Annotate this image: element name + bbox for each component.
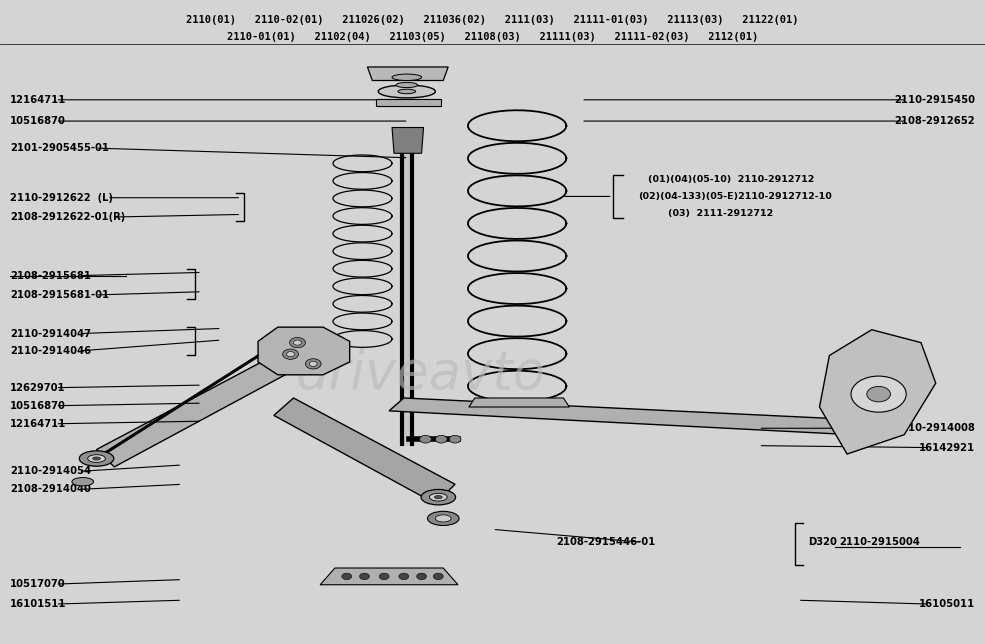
Text: 10516870: 10516870 [10, 116, 66, 126]
Ellipse shape [72, 478, 94, 486]
Ellipse shape [79, 451, 114, 466]
Text: driveavto: driveavto [296, 348, 546, 399]
Polygon shape [97, 355, 294, 467]
Text: 16142921: 16142921 [919, 442, 975, 453]
Text: 2110(01)   2110-02(01)   211026(02)   211036(02)   2111(03)   21111-01(03)   211: 2110(01) 2110-02(01) 211026(02) 211036(0… [186, 15, 799, 25]
Text: 12629701: 12629701 [10, 383, 65, 393]
Circle shape [851, 376, 906, 412]
Ellipse shape [422, 489, 455, 505]
Ellipse shape [88, 455, 105, 462]
Text: 2110-2914054: 2110-2914054 [10, 466, 91, 477]
Circle shape [420, 435, 431, 443]
Circle shape [287, 352, 295, 357]
Polygon shape [320, 568, 458, 585]
Polygon shape [258, 327, 350, 375]
Ellipse shape [93, 457, 100, 460]
Text: (03)  2111-2912712: (03) 2111-2912712 [668, 209, 773, 218]
Circle shape [360, 573, 369, 580]
Circle shape [449, 435, 461, 443]
Circle shape [435, 435, 447, 443]
Text: 2101-2905455-01: 2101-2905455-01 [10, 143, 109, 153]
Text: 16105011: 16105011 [919, 599, 975, 609]
Ellipse shape [429, 493, 447, 501]
Text: 2110-2914046: 2110-2914046 [10, 346, 91, 356]
Circle shape [283, 349, 298, 359]
Circle shape [342, 573, 352, 580]
Circle shape [294, 340, 301, 345]
Circle shape [290, 337, 305, 348]
Polygon shape [376, 99, 441, 106]
Text: 2108-2914040: 2108-2914040 [10, 484, 91, 495]
Text: 2110-2915004: 2110-2915004 [839, 537, 920, 547]
Circle shape [433, 573, 443, 580]
Text: (02)(04-133)(05-E)2110-2912712-10: (02)(04-133)(05-E)2110-2912712-10 [638, 192, 832, 201]
Text: 2110-2915450: 2110-2915450 [894, 95, 975, 105]
Text: 2108-2912622-01(R): 2108-2912622-01(R) [10, 212, 125, 222]
Ellipse shape [427, 511, 459, 526]
Text: 12164711: 12164711 [10, 419, 66, 429]
Polygon shape [820, 330, 936, 454]
Circle shape [305, 359, 321, 369]
Text: 16101511: 16101511 [10, 599, 66, 609]
Polygon shape [367, 67, 448, 80]
Ellipse shape [398, 89, 416, 94]
Text: D320: D320 [808, 537, 836, 547]
Polygon shape [274, 398, 455, 504]
Ellipse shape [378, 85, 435, 98]
Circle shape [867, 386, 890, 402]
Text: 2108-2915681: 2108-2915681 [10, 270, 91, 281]
Ellipse shape [434, 496, 442, 499]
Circle shape [417, 573, 427, 580]
Text: 2110-2914008: 2110-2914008 [894, 423, 975, 433]
Text: 10516870: 10516870 [10, 401, 66, 411]
Text: (01)(04)(05-10)  2110-2912712: (01)(04)(05-10) 2110-2912712 [648, 175, 815, 184]
Text: 2108-2912652: 2108-2912652 [894, 116, 975, 126]
Text: 2110-01(01)   21102(04)   21103(05)   21108(03)   21111(03)   21111-02(03)   211: 2110-01(01) 21102(04) 21103(05) 21108(03… [227, 32, 758, 43]
Text: 2108-2915681-01: 2108-2915681-01 [10, 290, 109, 300]
Ellipse shape [392, 74, 422, 80]
Polygon shape [392, 128, 424, 153]
Text: 2108-2915446-01: 2108-2915446-01 [557, 537, 656, 547]
Text: 12164711: 12164711 [10, 95, 66, 105]
Circle shape [399, 573, 409, 580]
Circle shape [379, 573, 389, 580]
Polygon shape [469, 398, 569, 407]
Circle shape [309, 361, 317, 366]
Ellipse shape [435, 515, 451, 522]
Polygon shape [389, 398, 862, 435]
Ellipse shape [396, 82, 418, 88]
Text: 10517070: 10517070 [10, 579, 65, 589]
Text: 2110-2914047: 2110-2914047 [10, 328, 91, 339]
Text: 2110-2912622  (L): 2110-2912622 (L) [10, 193, 113, 203]
